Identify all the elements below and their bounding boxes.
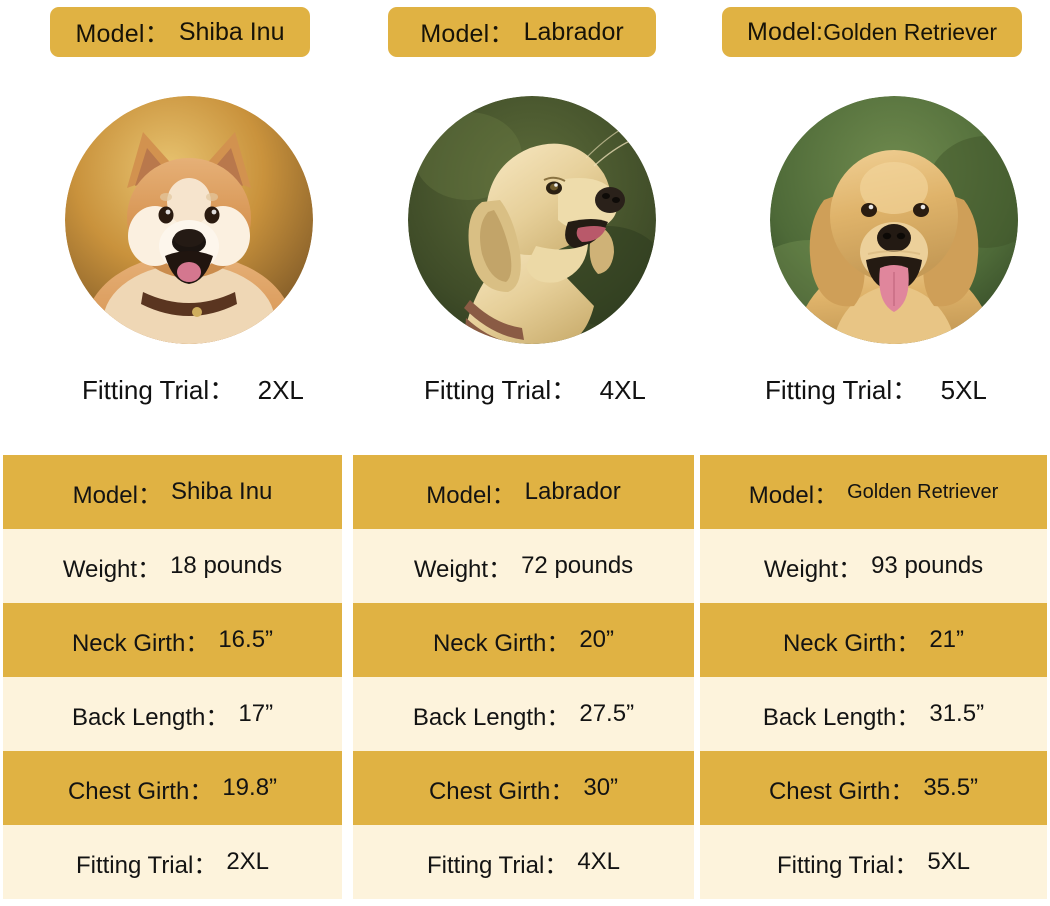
model-header-pill-shiba-inu: Model： Shiba Inu <box>50 7 310 57</box>
spec-value: 72 pounds <box>521 552 634 579</box>
spec-label: Chest Girth： <box>67 777 214 805</box>
dog-photo-row <box>0 96 1050 344</box>
spec-row-model: Model： Labrador <box>353 455 694 529</box>
model-header-value-2: Labrador <box>523 17 624 46</box>
spec-label: Model： <box>748 481 839 509</box>
spec-label: Model： <box>72 481 162 509</box>
fitting-trial-caption-2: Fitting Trial： 4XL <box>424 370 646 410</box>
spec-value: 16.5” <box>218 626 274 653</box>
spec-row-neck-girth: Neck Girth： 21” <box>700 603 1047 677</box>
spec-value: 5XL <box>927 848 971 875</box>
spec-label: Weight： <box>763 555 863 583</box>
spec-label: Weight： <box>62 555 162 583</box>
spec-label: Back Length： <box>71 703 230 731</box>
spec-value: Labrador <box>524 478 621 505</box>
fitting-trial-caption-label-2: Fitting Trial： <box>424 375 578 405</box>
spec-row-back-length: Back Length： 27.5” <box>353 677 694 751</box>
spec-value: 20” <box>579 626 615 653</box>
spec-value: 18 pounds <box>170 552 283 579</box>
fitting-trial-caption-label-1: Fitting Trial： <box>82 375 236 405</box>
spec-row-model: Model： Shiba Inu <box>3 455 342 529</box>
spec-table-row: Model： Shiba Inu Weight： 18 pounds Neck … <box>0 455 1050 906</box>
spec-row-neck-girth: Neck Girth： 16.5” <box>3 603 342 677</box>
golden-retriever-photo <box>770 96 1018 344</box>
spec-row-back-length: Back Length： 31.5” <box>700 677 1047 751</box>
spec-row-chest-girth: Chest Girth： 19.8” <box>3 751 342 825</box>
model-header-label-2: Model： <box>420 20 515 48</box>
fitting-trial-caption-value-3: 5XL <box>940 375 987 405</box>
spec-row-fitting-trial: Fitting Trial： 5XL <box>700 825 1047 899</box>
spec-value: 35.5” <box>923 774 979 801</box>
spec-label: Neck Girth： <box>782 629 921 657</box>
fitting-trial-caption-1: Fitting Trial： 2XL <box>82 370 304 410</box>
spec-value: 19.8” <box>222 774 278 801</box>
fitting-trial-caption-value-2: 4XL <box>599 375 646 405</box>
model-header-value-1: Shiba Inu <box>178 17 285 46</box>
spec-row-weight: Weight： 93 pounds <box>700 529 1047 603</box>
spec-value: 30” <box>583 774 619 801</box>
spec-row-model: Model： Golden Retriever <box>700 455 1047 529</box>
shiba-inu-photo <box>65 96 313 344</box>
spec-value: 27.5” <box>579 700 635 727</box>
model-header-label-1: Model： <box>75 20 170 48</box>
spec-table-golden-retriever: Model： Golden Retriever Weight： 93 pound… <box>700 455 1047 899</box>
model-header-row: Model： Shiba Inu Model： Labrador Model: … <box>0 0 1050 64</box>
spec-value: 21” <box>929 626 965 653</box>
spec-label: Fitting Trial： <box>426 851 569 879</box>
spec-value: 17” <box>238 700 274 727</box>
model-header-pill-golden-retriever: Model: Golden Retriever <box>722 7 1022 57</box>
spec-label: Neck Girth： <box>432 629 571 657</box>
spec-row-chest-girth: Chest Girth： 35.5” <box>700 751 1047 825</box>
spec-label: Model： <box>426 481 516 509</box>
spec-label: Back Length： <box>762 703 921 731</box>
spec-row-weight: Weight： 72 pounds <box>353 529 694 603</box>
spec-label: Back Length： <box>412 703 571 731</box>
spec-row-weight: Weight： 18 pounds <box>3 529 342 603</box>
spec-row-neck-girth: Neck Girth： 20” <box>353 603 694 677</box>
spec-value: Golden Retriever <box>847 480 999 503</box>
spec-value: Shiba Inu <box>170 478 273 505</box>
spec-label: Fitting Trial： <box>776 851 919 879</box>
fitting-trial-caption-value-1: 2XL <box>257 375 304 405</box>
model-header-pill-labrador: Model： Labrador <box>388 7 656 57</box>
spec-value: 93 pounds <box>871 552 984 579</box>
labrador-photo <box>408 96 656 344</box>
spec-label: Chest Girth： <box>768 777 915 805</box>
spec-table-labrador: Model： Labrador Weight： 72 pounds Neck G… <box>353 455 694 899</box>
spec-label: Neck Girth： <box>71 629 210 657</box>
spec-row-fitting-trial: Fitting Trial： 4XL <box>353 825 694 899</box>
fitting-trial-caption-3: Fitting Trial： 5XL <box>765 370 987 410</box>
spec-label: Fitting Trial： <box>75 851 218 879</box>
spec-value: 2XL <box>226 848 270 875</box>
model-header-label-3: Model: <box>746 17 824 46</box>
spec-value: 4XL <box>577 848 621 875</box>
fitting-trial-caption-label-3: Fitting Trial： <box>765 375 919 405</box>
spec-row-fitting-trial: Fitting Trial： 2XL <box>3 825 342 899</box>
spec-row-back-length: Back Length： 17” <box>3 677 342 751</box>
spec-value: 31.5” <box>929 700 985 727</box>
spec-label: Chest Girth： <box>428 777 575 805</box>
spec-table-shiba-inu: Model： Shiba Inu Weight： 18 pounds Neck … <box>3 455 342 899</box>
fitting-trial-caption-row: Fitting Trial： 2XL Fitting Trial： 4XL Fi… <box>0 370 1050 416</box>
model-header-value-3: Golden Retriever <box>823 18 998 45</box>
spec-row-chest-girth: Chest Girth： 30” <box>353 751 694 825</box>
spec-label: Weight： <box>413 555 513 583</box>
